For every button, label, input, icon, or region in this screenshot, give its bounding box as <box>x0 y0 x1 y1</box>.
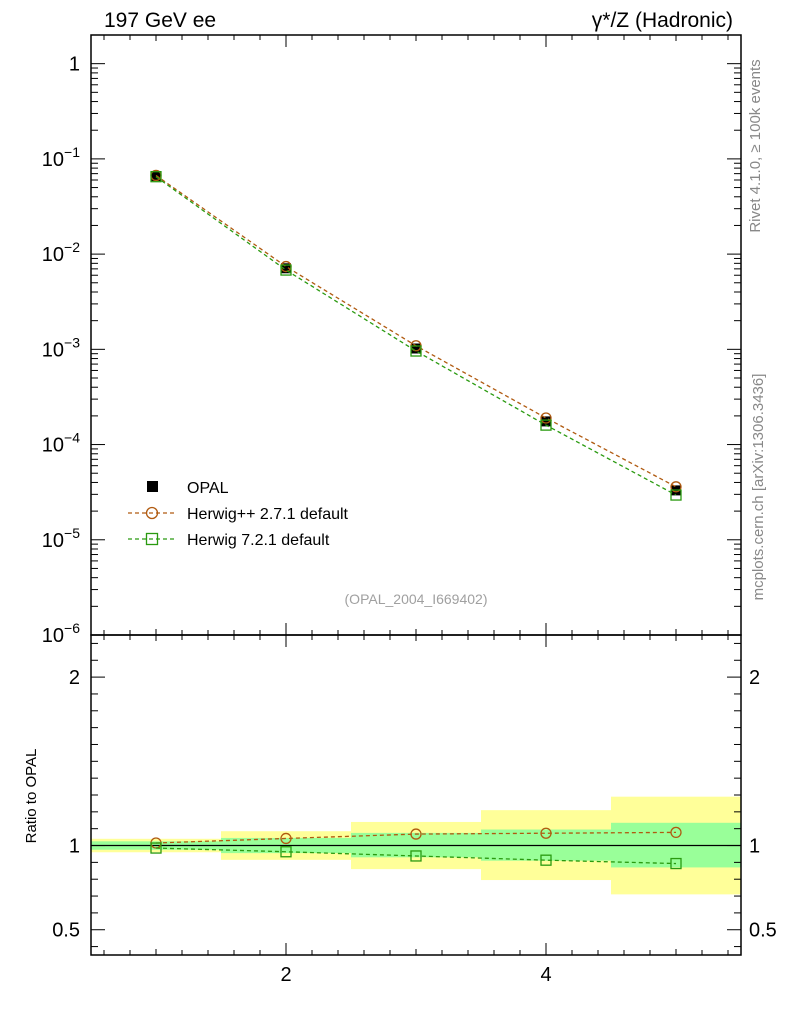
herwig7-ratio-point <box>670 857 682 870</box>
herwig7-point <box>410 345 422 357</box>
herwig7-ratio-point <box>280 846 292 858</box>
y-tick-label: 10−2 <box>42 239 80 266</box>
herwig7-point <box>540 419 552 431</box>
herwigpp-ratio-line <box>155 831 677 844</box>
herwig7-point <box>670 489 682 501</box>
title-left: 197 GeV ee <box>104 9 216 32</box>
x-tick-label: 2 <box>280 964 291 986</box>
herwigpp-ratio-point <box>670 826 682 839</box>
opal-point <box>411 343 421 354</box>
legend-herwigpp-label: Herwig++ 2.7.1 default <box>187 506 349 523</box>
herwig7-ratio-line <box>155 847 677 865</box>
ratio-y-tick-label-right: 1 <box>749 836 760 858</box>
herwigpp-point <box>540 412 552 424</box>
ratio-y-tick-label: 0.5 <box>52 920 80 942</box>
opal-point <box>541 416 551 427</box>
ratio-y-tick-label-right: 2 <box>749 667 760 689</box>
analysis-watermark: (OPAL_2004_I669402) <box>345 591 488 607</box>
x-tick-label: 4 <box>540 964 551 986</box>
herwig7-point <box>280 264 292 276</box>
axes: 2 4 1 10−1 10−2 10−3 10−4 10−5 10−6 0.5 0.5 1 1 2 2 <box>42 34 777 986</box>
ratio-y-tick-label-right: 0.5 <box>749 920 777 942</box>
mcplots-label: mcplots.cern.ch [arXiv:1306.3436] <box>750 374 767 601</box>
ratio-y-tick-label: 1 <box>69 836 80 858</box>
y-tick-label: 10−3 <box>42 334 80 361</box>
y-tick-label: 10−6 <box>42 620 80 647</box>
herwig7-ratio-point <box>540 854 552 866</box>
y-tick-label: 10−1 <box>42 144 80 171</box>
herwig7-point <box>150 171 162 183</box>
herwig7-ratio-point <box>150 842 162 854</box>
rivet-label: Rivet 4.1.0, ≥ 100k events <box>747 59 764 232</box>
legend-herwig7-marker <box>145 532 159 546</box>
herwig7-line <box>155 176 677 496</box>
title-right: γ*/Z (Hadronic) <box>592 9 733 32</box>
ratio-frame <box>90 634 742 956</box>
main-plot <box>150 169 682 501</box>
herwigpp-point <box>670 481 682 493</box>
herwigpp-ratio-point <box>540 827 552 839</box>
ratio-y-tick-label: 2 <box>69 667 80 689</box>
herwigpp-ratio-point <box>410 828 422 840</box>
legend-opal-marker <box>147 481 158 492</box>
opal-point <box>281 263 291 274</box>
legend-opal-label: OPAL <box>187 480 229 497</box>
herwig7-ratio-point <box>410 850 422 862</box>
herwigpp-line <box>155 174 677 488</box>
herwigpp-ratio-point <box>280 832 292 845</box>
y-tick-label: 1 <box>69 54 80 76</box>
legend-herwigpp-marker <box>145 506 159 520</box>
ratio-plot <box>91 826 741 870</box>
legend: OPAL Herwig++ 2.7.1 default Herwig 7.2.1… <box>128 480 349 549</box>
ratio-ylabel: Ratio to OPAL <box>23 749 40 844</box>
y-tick-label: 10−4 <box>42 430 80 457</box>
y-tick-label: 10−5 <box>42 525 80 552</box>
legend-herwig7-label: Herwig 7.2.1 default <box>187 532 330 549</box>
